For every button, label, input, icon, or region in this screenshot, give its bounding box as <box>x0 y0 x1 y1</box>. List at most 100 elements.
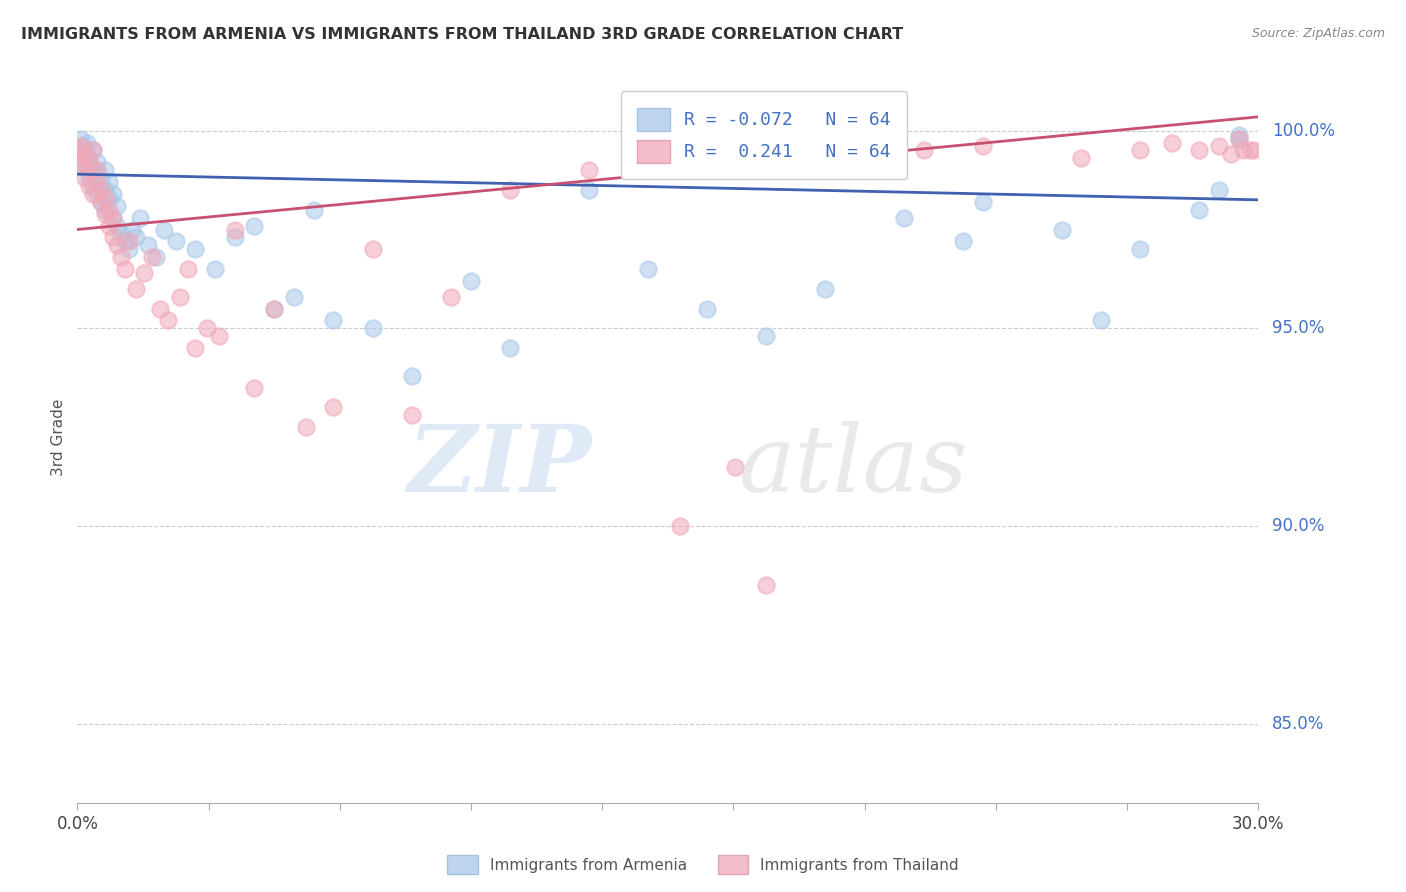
Point <box>105 199 128 213</box>
Point <box>401 368 423 383</box>
Point <box>75 147 97 161</box>
Point <box>637 262 659 277</box>
Point <box>283 290 305 304</box>
Point <box>72 159 94 173</box>
Point <box>94 163 117 178</box>
Point <box>1070 152 1092 166</box>
Point <box>94 191 117 205</box>
Point <box>125 282 148 296</box>
Point <box>1188 202 1211 217</box>
Point <box>1243 144 1265 158</box>
Point <box>893 211 915 225</box>
Point <box>912 144 935 158</box>
Point <box>361 321 384 335</box>
Point <box>440 290 463 304</box>
Point <box>110 227 132 241</box>
Point <box>117 242 139 256</box>
Point <box>90 194 112 209</box>
Point <box>952 235 974 249</box>
Point <box>82 144 104 158</box>
Point <box>121 222 143 236</box>
Point <box>224 230 246 244</box>
Text: 95.0%: 95.0% <box>1272 319 1324 337</box>
Point <box>136 238 159 252</box>
Point <box>97 175 120 189</box>
Point <box>75 171 97 186</box>
Point <box>1208 139 1230 153</box>
Point <box>86 167 108 181</box>
Point <box>82 144 104 158</box>
Point <box>1227 131 1250 145</box>
Point <box>101 211 124 225</box>
Point <box>149 301 172 316</box>
Point <box>86 155 108 169</box>
Text: 85.0%: 85.0% <box>1272 714 1324 732</box>
Point <box>70 139 93 153</box>
Point <box>105 219 128 233</box>
Point <box>208 329 231 343</box>
Point <box>1050 222 1073 236</box>
Text: IMMIGRANTS FROM ARMENIA VS IMMIGRANTS FROM THAILAND 3RD GRADE CORRELATION CHART: IMMIGRANTS FROM ARMENIA VS IMMIGRANTS FR… <box>21 27 903 42</box>
Point <box>1227 131 1250 145</box>
Point <box>499 183 522 197</box>
Point <box>696 301 718 316</box>
Point <box>101 230 124 244</box>
Point <box>94 183 117 197</box>
Point <box>176 262 198 277</box>
Point <box>243 219 266 233</box>
Point <box>1129 144 1152 158</box>
Point <box>90 194 112 209</box>
Point <box>70 131 93 145</box>
Legend: R = -0.072   N = 64, R =  0.241   N = 64: R = -0.072 N = 64, R = 0.241 N = 64 <box>621 91 907 179</box>
Point <box>114 262 136 277</box>
Point <box>814 282 837 296</box>
Text: 100.0%: 100.0% <box>1272 121 1336 140</box>
Point <box>224 222 246 236</box>
Point <box>110 250 132 264</box>
Point <box>75 147 97 161</box>
Point <box>94 202 117 217</box>
Point <box>77 155 100 169</box>
Point <box>101 211 124 225</box>
Point <box>77 163 100 178</box>
Point <box>75 159 97 173</box>
Point <box>97 191 120 205</box>
Point <box>141 250 163 264</box>
Point <box>153 222 176 236</box>
Point <box>1188 144 1211 158</box>
Point <box>70 155 93 169</box>
Y-axis label: 3rd Grade: 3rd Grade <box>51 399 66 475</box>
Point <box>67 144 90 158</box>
Point <box>94 207 117 221</box>
Point <box>184 341 207 355</box>
Point <box>972 194 994 209</box>
Point <box>129 211 152 225</box>
Point <box>82 179 104 194</box>
Point <box>853 147 876 161</box>
Point <box>77 179 100 194</box>
Point <box>263 301 285 316</box>
Point <box>724 459 747 474</box>
Point <box>361 242 384 256</box>
Point <box>1090 313 1112 327</box>
Point <box>204 262 226 277</box>
Point <box>86 186 108 201</box>
Point <box>1232 144 1254 158</box>
Point <box>302 202 325 217</box>
Legend: Immigrants from Armenia, Immigrants from Thailand: Immigrants from Armenia, Immigrants from… <box>441 849 965 880</box>
Point <box>775 155 797 169</box>
Point <box>755 329 778 343</box>
Point <box>184 242 207 256</box>
Point <box>82 186 104 201</box>
Point <box>67 144 90 158</box>
Point <box>90 183 112 197</box>
Point <box>156 313 179 327</box>
Point <box>97 219 120 233</box>
Point <box>76 136 98 150</box>
Point <box>195 321 218 335</box>
Point <box>657 155 679 169</box>
Point <box>578 163 600 178</box>
Point <box>1160 136 1182 150</box>
Point <box>77 171 100 186</box>
Point <box>972 139 994 153</box>
